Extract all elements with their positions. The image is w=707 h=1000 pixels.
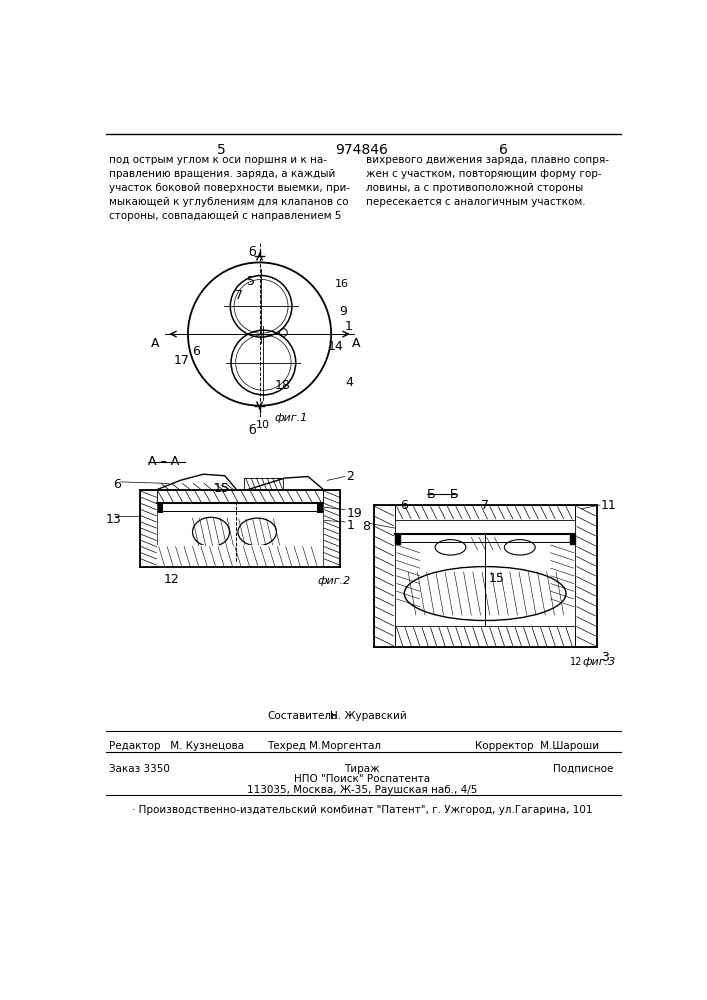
Bar	[157, 545, 324, 567]
Bar	[395, 505, 575, 520]
Text: Редактор   М. Кузнецова: Редактор М. Кузнецова	[110, 741, 245, 751]
Bar	[395, 626, 575, 647]
Text: 7: 7	[235, 289, 243, 302]
Text: 15: 15	[489, 572, 505, 585]
Bar	[324, 490, 340, 567]
Text: 6: 6	[400, 499, 409, 512]
Bar	[244, 478, 283, 490]
Text: Составитель: Составитель	[267, 711, 337, 721]
Text: 113035, Москва, Ж-35, Раушская наб., 4/5: 113035, Москва, Ж-35, Раушская наб., 4/5	[247, 785, 477, 795]
Text: 16: 16	[335, 279, 349, 289]
Text: 10: 10	[256, 420, 269, 430]
Text: 9: 9	[339, 305, 346, 318]
Text: 6: 6	[499, 143, 508, 157]
Text: А: А	[351, 337, 360, 350]
Ellipse shape	[192, 517, 230, 547]
Text: вихревого движения заряда, плавно сопря-
жен с участком, повторяющим форму гор-
: вихревого движения заряда, плавно сопря-…	[366, 155, 609, 207]
Text: под острым углом к оси поршня и к на-
правлению вращения. заряда, а каждый
участ: под острым углом к оси поршня и к на- пр…	[110, 155, 351, 221]
Text: фиг.3: фиг.3	[583, 657, 617, 667]
Text: 4: 4	[345, 376, 353, 389]
Bar	[157, 490, 324, 503]
Ellipse shape	[504, 540, 535, 555]
Text: Н. Журавский: Н. Журавский	[330, 711, 407, 721]
Text: Тираж: Тираж	[344, 764, 380, 774]
Text: НПО "Поиск" Роспатента: НПО "Поиск" Роспатента	[294, 774, 430, 784]
Text: 7: 7	[481, 499, 489, 512]
Bar	[317, 503, 322, 513]
Text: Техред М.Моргентал: Техред М.Моргентал	[267, 741, 381, 751]
Ellipse shape	[238, 518, 276, 546]
Text: фиг.2: фиг.2	[317, 576, 351, 586]
Text: Подписное: Подписное	[554, 764, 614, 774]
Text: 18: 18	[275, 379, 291, 392]
Text: 6: 6	[113, 478, 121, 491]
Text: 6: 6	[192, 345, 199, 358]
Text: 1: 1	[346, 519, 354, 532]
Text: 1: 1	[345, 320, 353, 333]
Text: 2: 2	[346, 470, 354, 483]
Text: 13: 13	[105, 513, 122, 526]
Text: 5: 5	[216, 143, 226, 157]
Text: 19: 19	[346, 507, 362, 520]
Bar	[140, 490, 157, 567]
Bar	[570, 534, 575, 544]
Text: 974846: 974846	[336, 143, 388, 157]
Text: 14: 14	[327, 340, 343, 353]
Text: 12: 12	[570, 657, 583, 667]
Text: А: А	[151, 337, 159, 350]
Text: 12: 12	[163, 573, 179, 586]
Text: Заказ 3350: Заказ 3350	[110, 764, 170, 774]
Bar	[395, 534, 400, 544]
Bar	[158, 503, 163, 513]
Text: 8: 8	[362, 520, 370, 533]
Text: фиг.1: фиг.1	[275, 413, 308, 423]
Text: Корректор  М.Шароши: Корректор М.Шароши	[475, 741, 600, 751]
Bar	[373, 505, 395, 647]
Text: Б – Б: Б – Б	[428, 488, 459, 501]
Text: б: б	[248, 246, 256, 259]
Text: 5: 5	[247, 275, 255, 288]
Text: · Производственно-издательский комбинат "Патент", г. Ужгород, ул.Гагарина, 101: · Производственно-издательский комбинат …	[132, 805, 592, 815]
Text: 17: 17	[174, 354, 190, 367]
Text: 15: 15	[214, 482, 229, 495]
Ellipse shape	[404, 567, 566, 620]
Text: 11: 11	[601, 499, 617, 512]
Text: А – А: А – А	[148, 455, 179, 468]
Text: 3: 3	[601, 651, 609, 664]
Text: б: б	[248, 424, 256, 437]
Bar	[575, 505, 597, 647]
Ellipse shape	[435, 540, 466, 555]
